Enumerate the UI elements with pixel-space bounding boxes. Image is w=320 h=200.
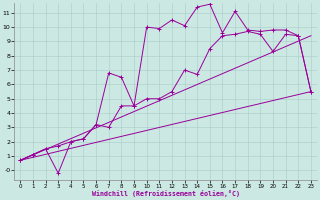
X-axis label: Windchill (Refroidissement éolien,°C): Windchill (Refroidissement éolien,°C) [92, 190, 240, 197]
